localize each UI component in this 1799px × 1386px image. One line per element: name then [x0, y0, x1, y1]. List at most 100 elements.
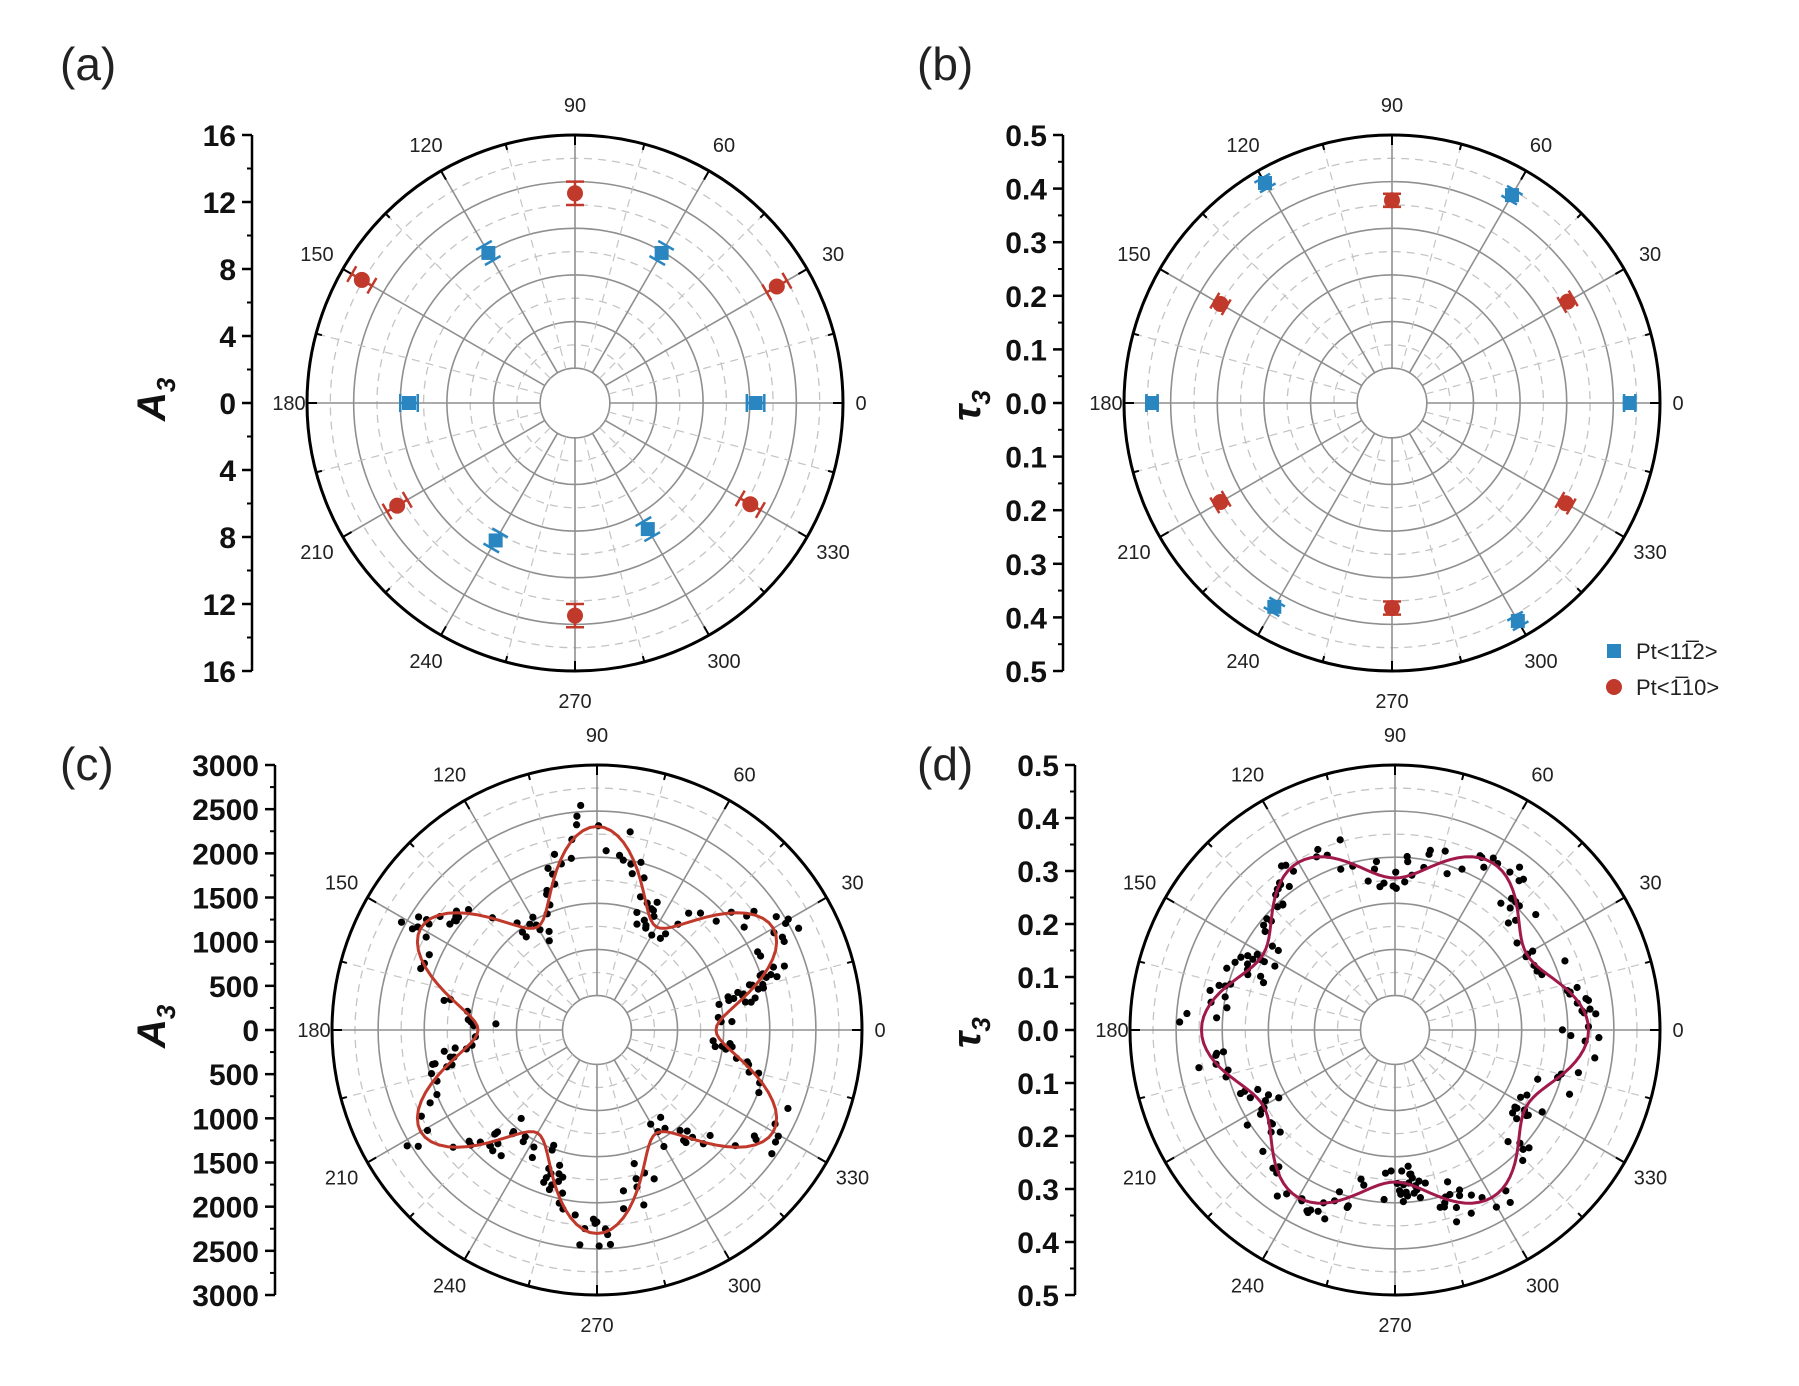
angle-label: 0: [855, 393, 866, 415]
grid-spoke: [613, 1059, 731, 1260]
scatter-point: [680, 1137, 688, 1145]
angle-tick: [663, 773, 667, 781]
angle-tick: [846, 960, 854, 964]
scatter-point: [1261, 927, 1269, 936]
scatter-point: [1506, 904, 1514, 912]
scatter-point: [1285, 882, 1293, 891]
axis-tick-label: 0.3: [1017, 1174, 1059, 1207]
angle-tick: [463, 800, 471, 810]
axis-tick-label: 1500: [192, 1148, 259, 1181]
error-cap: [657, 239, 675, 251]
angle-label: 300: [1524, 651, 1557, 673]
scatter-point: [1515, 877, 1523, 885]
error-cap: [635, 515, 652, 528]
grid-spoke: [1411, 800, 1529, 1001]
angle-label: 210: [325, 1168, 358, 1190]
scatter-point: [740, 923, 748, 931]
scatter-point: [1443, 870, 1451, 878]
scatter-point: [724, 993, 732, 1001]
panel-b: (b) 0 30 60 90 120 150 180 210 240 270 300 330 0.5 0.4…: [917, 38, 1684, 713]
scatter-point: [1504, 919, 1512, 927]
grid-spoke-minor: [1403, 773, 1465, 997]
scatter-point: [446, 920, 454, 928]
data-point-square: [1257, 176, 1272, 191]
angle-tick: [1325, 1279, 1329, 1287]
grid-spoke: [591, 170, 710, 374]
axis-tick-label: 3000: [192, 1280, 259, 1313]
grid-spoke-minor: [599, 213, 765, 379]
grid-spoke: [1165, 896, 1366, 1014]
scatter-point: [606, 1240, 615, 1249]
angle-tick: [342, 531, 353, 538]
axis-tick-label: 0.5: [1005, 120, 1047, 153]
legend-label: Pt<11̅2>: [1636, 639, 1718, 664]
grid-spoke: [342, 268, 546, 387]
scatter-point: [661, 1124, 669, 1132]
data-point-circle: [1384, 600, 1400, 617]
error-cap: [734, 489, 746, 507]
panel-label: (c): [60, 738, 114, 790]
y-axis-label-subscript: 3: [966, 1017, 996, 1032]
grid-spoke: [1408, 432, 1527, 636]
scatter-point: [573, 812, 581, 820]
angle-label: 270: [1378, 1315, 1411, 1337]
scatter-point: [1415, 1177, 1423, 1185]
legend-marker-circle: [1606, 679, 1622, 695]
angle-label: 240: [409, 651, 442, 673]
angle-label: 120: [433, 765, 466, 787]
panel-d: (d) 0 30 60 90 120 150 180 210 240 270 300 330 0.5 0.4…: [917, 725, 1684, 1337]
scatter-point: [1337, 865, 1345, 873]
grid-spoke: [1261, 800, 1379, 1001]
scatter-point: [774, 1132, 782, 1140]
scatter-point: [1387, 1167, 1395, 1175]
scatter-point: [1455, 1192, 1464, 1200]
scatter-point: [640, 916, 648, 924]
scatter-point: [550, 850, 559, 858]
angle-tick: [384, 587, 391, 594]
scatter-point: [1264, 1091, 1273, 1099]
angle-tick: [1159, 268, 1170, 275]
angle-tick: [1165, 896, 1175, 904]
angle-tick: [504, 655, 509, 663]
grid-spoke-minor: [1418, 1053, 1583, 1218]
scatter-point: [1183, 1009, 1191, 1018]
scatter-point: [1336, 836, 1344, 844]
angle-tick: [663, 1279, 667, 1287]
angle-tick: [1325, 773, 1329, 781]
panel-label: (d): [917, 738, 973, 790]
scatter-point: [1592, 1010, 1600, 1018]
grid-ring: [1359, 994, 1431, 1066]
grid-spoke: [1257, 170, 1376, 374]
angle-label: 240: [433, 1275, 466, 1297]
scatter-point: [1282, 861, 1290, 869]
angle-label: 60: [1531, 765, 1553, 787]
angle-tick: [641, 143, 646, 151]
angle-tick: [1321, 143, 1326, 151]
grid-spoke-minor: [1202, 213, 1368, 379]
scatter-point: [422, 933, 430, 941]
grid-spoke-minor: [385, 427, 551, 593]
angle-label: 180: [297, 1020, 330, 1042]
angle-tick: [1206, 1212, 1213, 1219]
scatter-point: [1513, 1115, 1521, 1123]
scatter-point: [768, 1150, 776, 1158]
grid-ring: [561, 994, 633, 1066]
angle-label: 0: [1672, 1020, 1683, 1042]
scatter-point: [778, 933, 786, 941]
scatter-point: [650, 1175, 658, 1183]
scatter-point: [637, 858, 645, 866]
scatter-point: [1304, 1208, 1312, 1217]
data-point-square: [1622, 396, 1637, 410]
angle-tick: [1461, 773, 1465, 781]
angle-tick: [817, 1156, 827, 1164]
angle-tick: [1206, 841, 1213, 848]
grid-spoke-minor: [1325, 1063, 1387, 1287]
angle-label: 30: [1639, 244, 1661, 266]
grid-spoke-minor: [1416, 213, 1582, 379]
angle-tick: [723, 1250, 731, 1260]
scatter-point: [1567, 1031, 1575, 1040]
angle-tick: [797, 531, 808, 538]
data-point-circle: [1559, 293, 1576, 310]
scatter-point: [1452, 1218, 1461, 1226]
